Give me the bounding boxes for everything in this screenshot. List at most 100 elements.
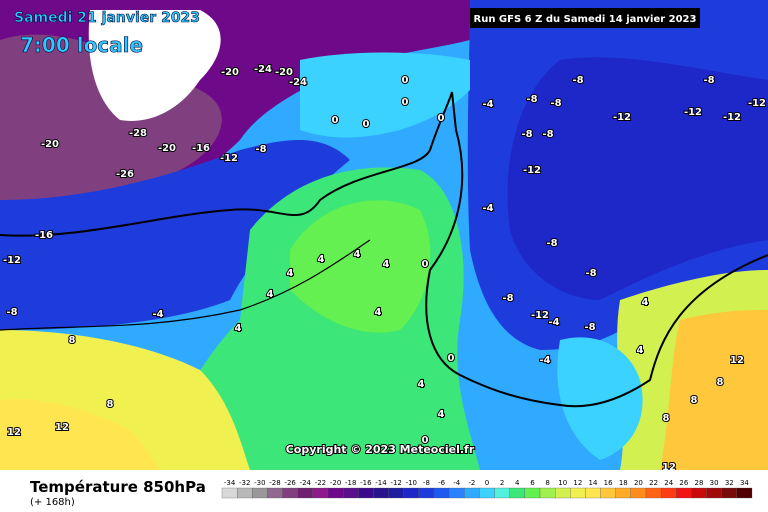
contour-label: 12 [7, 427, 21, 438]
scale-label: -26 [284, 479, 296, 487]
scale-label: 6 [530, 479, 535, 487]
scale-swatch [479, 487, 495, 499]
isotherm [0, 239, 371, 331]
contour-label: 4 [318, 254, 325, 265]
contour-label: -8 [255, 144, 266, 155]
scale-swatch [585, 487, 601, 499]
scale-label: -24 [300, 479, 312, 487]
local-time: 7:00 locale [20, 33, 143, 57]
field-cyan-south [557, 337, 643, 460]
contour-label: 4 [287, 268, 294, 279]
scale-swatch [433, 487, 450, 499]
scale-label: -20 [330, 479, 341, 487]
contour-label: 4 [375, 307, 382, 318]
scale-swatch [464, 487, 480, 499]
contour-label: 0 [448, 353, 455, 364]
contour-label: -8 [6, 307, 17, 318]
scale-label: 28 [695, 479, 704, 487]
scale-swatch [403, 487, 420, 499]
contour-label: 4 [267, 289, 274, 300]
scale-swatch [539, 487, 556, 499]
scale-swatch [221, 487, 238, 499]
contour-label: -12 [613, 112, 631, 123]
scale-label: 16 [604, 479, 613, 487]
contour-label: -16 [35, 230, 53, 241]
contour-label: 4 [235, 323, 242, 334]
contour-label: -12 [531, 310, 549, 321]
scale-label: -4 [453, 479, 461, 487]
contour-label: -24 [254, 64, 272, 75]
scale-swatch [418, 487, 435, 499]
scale-label: 2 [500, 479, 504, 487]
contour-label: -20 [41, 139, 59, 150]
scale-label: 30 [710, 479, 719, 487]
scale-label: -14 [375, 479, 387, 487]
scale-swatch [645, 487, 662, 499]
scale-label: 22 [649, 479, 658, 487]
contour-label: -8 [542, 129, 553, 140]
run-box [470, 8, 700, 28]
contour-label: -8 [572, 75, 583, 86]
run-info: Run GFS 6 Z du Samedi 14 janvier 2023 [474, 14, 697, 25]
contour-label: 8 [107, 399, 114, 410]
scale-label: 32 [725, 479, 734, 487]
valid-date: Samedi 21 janvier 2023 [14, 10, 200, 26]
scale-swatch [706, 487, 722, 499]
scale-swatch [509, 487, 526, 499]
contour-label: -12 [220, 153, 238, 164]
scale-label: -12 [390, 479, 401, 487]
scale-swatch [373, 487, 389, 499]
contour-label: -8 [502, 293, 513, 304]
scale-swatch [448, 487, 465, 499]
footer-lead: (+ 168h) [30, 497, 75, 508]
scale-label: 14 [589, 479, 598, 487]
contour-label: -4 [548, 317, 559, 328]
contour-label: -12 [723, 112, 741, 123]
contour-label: -24 [289, 77, 307, 88]
contour-label: -4 [482, 203, 493, 214]
scale-label: -6 [438, 479, 446, 487]
scale-swatch [267, 487, 283, 499]
contour-label: -4 [152, 309, 163, 320]
contour-label: -8 [584, 322, 595, 333]
contour-label: -8 [550, 98, 561, 109]
contour-labels: 000 00-4 -8 -8-8-12 -12 -12-12-8-8 -8-12-4-8-8… [2, 63, 767, 474]
scale-label: 18 [619, 479, 628, 487]
scale-label: -30 [254, 479, 265, 487]
scale-swatch [691, 487, 707, 499]
scale-label: 4 [515, 479, 520, 487]
contour-label: 4 [418, 379, 425, 390]
contour-label: 0 [422, 259, 429, 270]
scale-swatch [358, 487, 374, 499]
scale-label: 8 [545, 479, 549, 487]
contour-label: -12 [748, 98, 766, 109]
scale-swatch [570, 487, 586, 499]
greenland [88, 10, 221, 121]
field-navy-east [507, 57, 768, 301]
map-fields [0, 0, 768, 470]
contour-label: 4 [354, 249, 361, 260]
scale-label: -8 [423, 479, 430, 487]
scale-swatch [660, 487, 677, 499]
scale-label: 12 [573, 479, 582, 487]
contour-label: 8 [663, 413, 670, 424]
scale-label: 10 [558, 479, 567, 487]
scale-swatch [736, 487, 753, 499]
scale-swatch [600, 487, 616, 499]
color-scale: -34 -32 -30 -28 -26 -24 -22 -20 -18 -16 -14 -12 -10-… [221, 479, 753, 499]
scale-swatch [615, 487, 632, 499]
contour-label: -8 [526, 94, 537, 105]
scale-label: 20 [634, 479, 643, 487]
scale-swatch [236, 487, 253, 499]
contour-label: 0 [402, 75, 409, 86]
contour-label: 8 [69, 335, 76, 346]
contour-label: -4 [482, 99, 493, 110]
contour-label: -8 [521, 129, 532, 140]
footer-title: Température 850hPa [30, 478, 206, 496]
scale-label: -28 [269, 479, 280, 487]
scale-label: -18 [345, 479, 356, 487]
scale-label: -22 [315, 479, 326, 487]
scale-swatch [676, 487, 692, 499]
